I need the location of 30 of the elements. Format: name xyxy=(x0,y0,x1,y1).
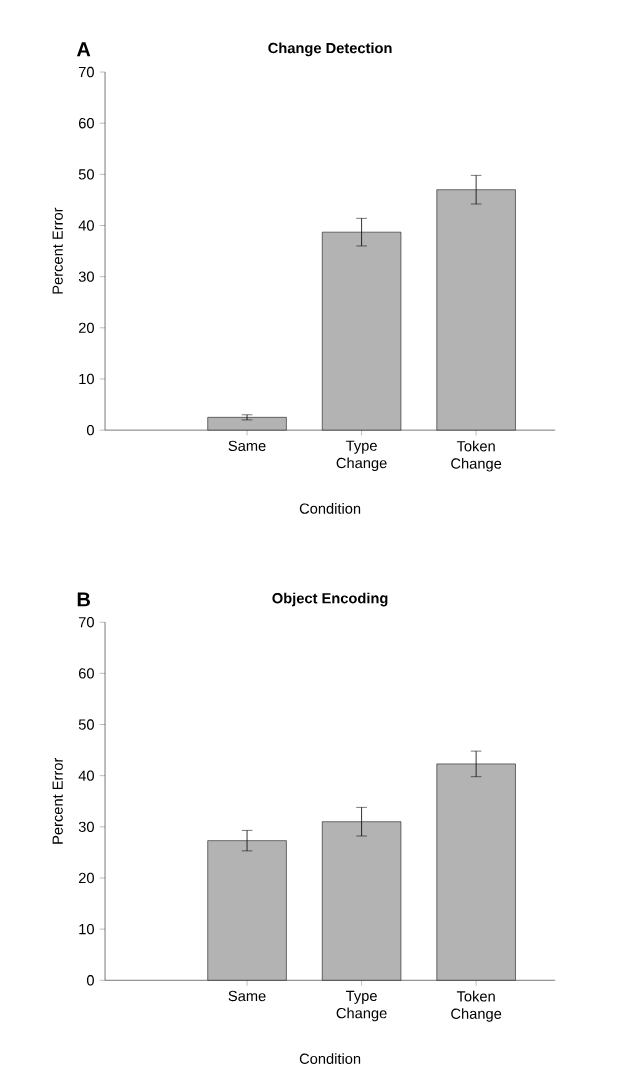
y-tick-label: 70 xyxy=(78,617,94,628)
x-axis-title: Condition xyxy=(299,1053,361,1064)
x-tick-label: Same xyxy=(228,440,266,452)
x-tick-label: Same xyxy=(228,990,266,1002)
chart-title: Object Encoding xyxy=(272,592,388,607)
y-tick-label: 50 xyxy=(78,169,94,180)
y-axis-title: Percent Error xyxy=(52,757,63,844)
text: A xyxy=(76,42,91,57)
y-tick-label: 50 xyxy=(78,719,94,730)
y-tick-label: 40 xyxy=(78,770,94,781)
text: B xyxy=(77,592,90,607)
y-tick-label: 20 xyxy=(78,872,94,884)
y-axis-title: Percent Error xyxy=(52,207,63,294)
y-tick-label: 20 xyxy=(78,322,94,334)
chart-title: Change Detection xyxy=(268,42,392,57)
y-tick-label: 0 xyxy=(86,975,94,986)
y-tick-label: 0 xyxy=(86,424,94,436)
y-tick-label: 70 xyxy=(78,66,94,78)
y-tick-label: 60 xyxy=(78,668,94,679)
y-tick-label: 30 xyxy=(78,821,94,833)
x-tick-label: Token Change xyxy=(451,440,502,472)
y-tick-label: 10 xyxy=(79,923,94,935)
x-tick-label: Token Change xyxy=(451,990,502,1022)
x-tick-label: Type Change xyxy=(336,440,387,472)
y-tick-label: 60 xyxy=(78,118,94,129)
x-axis-title: Condition xyxy=(299,503,361,514)
y-tick-label: 10 xyxy=(79,373,94,385)
y-tick-label: 40 xyxy=(78,220,94,231)
x-tick-label: Type Change xyxy=(336,990,387,1022)
y-tick-label: 30 xyxy=(78,271,94,282)
